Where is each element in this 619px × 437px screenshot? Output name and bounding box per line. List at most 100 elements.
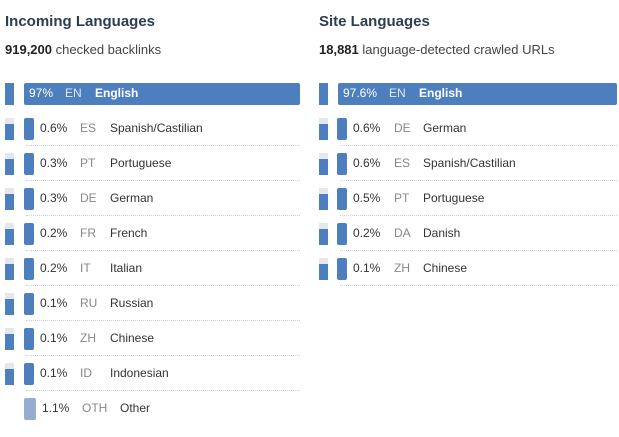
- share-bar: [337, 118, 347, 140]
- language-row[interactable]: 0.2% DA Danish: [314, 216, 617, 251]
- language-percent: 0.6%: [40, 121, 68, 135]
- language-code: PT: [394, 191, 410, 205]
- language-row[interactable]: 0.1% RU Russian: [0, 286, 300, 321]
- share-gauge: [5, 153, 14, 175]
- share-gauge-fill: [5, 158, 14, 175]
- share-gauge-fill: [5, 333, 14, 350]
- share-bar: [24, 83, 300, 105]
- site-languages-title: Site Languages: [319, 13, 430, 30]
- language-name: Chinese: [110, 331, 155, 345]
- share-gauge-fill: [319, 123, 328, 140]
- backlinks-count: 919,200: [5, 42, 52, 57]
- language-code: EN: [389, 86, 406, 100]
- language-name: Portuguese: [423, 191, 485, 205]
- incoming-languages-title: Incoming Languages: [5, 13, 156, 30]
- share-gauge-fill: [319, 158, 328, 175]
- language-percent: 0.1%: [40, 331, 68, 345]
- language-percent: 0.1%: [353, 261, 381, 275]
- language-code: ES: [394, 156, 411, 170]
- row-divider: [26, 285, 300, 286]
- language-row[interactable]: 0.3% DE German: [0, 181, 300, 216]
- language-code: ES: [80, 121, 97, 135]
- share-bar: [24, 223, 34, 245]
- share-gauge: [5, 188, 14, 210]
- share-gauge: [5, 328, 14, 350]
- share-gauge-fill: [319, 228, 328, 245]
- share-gauge: [5, 223, 14, 245]
- share-gauge: [319, 153, 328, 175]
- share-bar: [24, 153, 34, 175]
- share-bar: [24, 328, 34, 350]
- share-bar: [24, 258, 34, 280]
- share-bar: [337, 223, 347, 245]
- language-row[interactable]: 0.1% ZH Chinese: [0, 321, 300, 356]
- language-code: PT: [80, 156, 96, 170]
- share-bar: [24, 118, 34, 140]
- language-row[interactable]: 97.6% EN English: [314, 76, 617, 111]
- backlinks-label: checked backlinks: [55, 42, 162, 57]
- share-bar: [337, 188, 347, 210]
- language-percent: 0.2%: [40, 226, 68, 240]
- crawled-urls-label: language-detected crawled URLs: [362, 42, 555, 57]
- site-languages-summary: 18,881 language-detected crawled URLs: [319, 42, 555, 57]
- language-code: DE: [394, 121, 411, 135]
- language-row[interactable]: 0.1% ID Indonesian: [0, 356, 300, 391]
- share-gauge-fill: [319, 263, 328, 280]
- share-bar: [24, 188, 34, 210]
- language-name: Chinese: [423, 261, 468, 275]
- language-name: German: [110, 191, 154, 205]
- share-gauge: [319, 258, 328, 280]
- row-divider: [340, 145, 617, 146]
- language-code: DE: [80, 191, 97, 205]
- share-gauge: [5, 293, 14, 315]
- language-percent: 0.1%: [40, 296, 68, 310]
- share-gauge-fill: [5, 368, 14, 385]
- row-divider: [26, 390, 300, 391]
- language-code: DA: [394, 226, 411, 240]
- row-divider: [26, 180, 300, 181]
- share-gauge: [5, 83, 14, 105]
- language-name: English: [419, 86, 463, 100]
- language-row[interactable]: 0.1% ZH Chinese: [314, 251, 617, 286]
- language-row[interactable]: 0.6% DE German: [314, 111, 617, 146]
- share-gauge: [5, 258, 14, 280]
- language-percent: 0.2%: [353, 226, 381, 240]
- language-code: EN: [65, 86, 82, 100]
- share-gauge-fill: [5, 263, 14, 280]
- language-percent: 0.6%: [353, 156, 381, 170]
- language-name: Spanish/Castilian: [110, 121, 203, 135]
- share-gauge-fill: [5, 298, 14, 315]
- row-divider: [26, 250, 300, 251]
- row-divider: [340, 215, 617, 216]
- share-bar: [337, 153, 347, 175]
- language-row[interactable]: 0.2% FR French: [0, 216, 300, 251]
- language-row[interactable]: 1.1% OTH Other: [0, 391, 300, 426]
- language-name: German: [423, 121, 467, 135]
- share-gauge: [319, 118, 328, 140]
- row-divider: [340, 285, 617, 286]
- language-row[interactable]: 97% EN English: [0, 76, 300, 111]
- language-percent: 0.3%: [40, 156, 68, 170]
- share-gauge: [5, 118, 14, 140]
- language-code: OTH: [82, 401, 108, 415]
- language-row[interactable]: 0.3% PT Portuguese: [0, 146, 300, 181]
- share-gauge-fill: [319, 193, 328, 210]
- share-bar: [337, 258, 347, 280]
- language-row[interactable]: 0.6% ES Spanish/Castilian: [314, 146, 617, 181]
- share-bar: [338, 83, 617, 105]
- share-gauge-fill: [5, 123, 14, 140]
- language-row[interactable]: 0.6% ES Spanish/Castilian: [0, 111, 300, 146]
- language-name: Russian: [110, 296, 154, 310]
- language-percent: 0.3%: [40, 191, 68, 205]
- language-percent: 97%: [29, 86, 54, 100]
- share-bar: [24, 398, 36, 420]
- row-divider: [26, 215, 300, 216]
- language-name: English: [95, 86, 139, 100]
- language-row[interactable]: 0.5% PT Portuguese: [314, 181, 617, 216]
- language-row[interactable]: 0.2% IT Italian: [0, 251, 300, 286]
- language-percent: 1.1%: [42, 401, 70, 415]
- row-divider: [340, 180, 617, 181]
- share-gauge-fill: [5, 83, 14, 105]
- language-code: ZH: [394, 261, 410, 275]
- share-gauge: [319, 83, 328, 105]
